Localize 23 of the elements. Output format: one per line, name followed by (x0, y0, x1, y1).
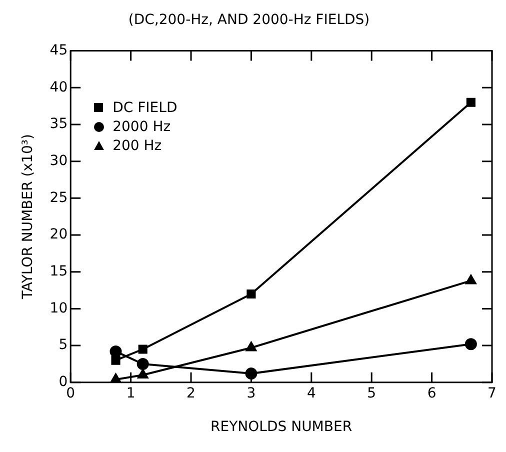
y-tick-label: 30 (50, 152, 68, 169)
x-tick-label: 3 (246, 385, 256, 402)
x-tick-label: 2 (186, 385, 196, 402)
y-tick-label: 5 (58, 337, 68, 354)
y-axis-title: TAYLOR NUMBER (x10³) (20, 134, 36, 300)
y-tick-label: 40 (50, 79, 68, 96)
x-tick-label: 6 (427, 385, 436, 402)
chart-title: (DC,200-Hz, AND 2000-Hz FIELDS) (128, 12, 370, 28)
legend-label: 200 Hz (112, 138, 162, 154)
y-tick-label: 25 (50, 190, 68, 206)
x-tick-label: 1 (126, 385, 136, 402)
y-tick-label: 0 (58, 374, 68, 390)
x-tick-label: 7 (488, 385, 496, 402)
y-tick-label: 20 (50, 226, 68, 243)
x-axis-title: REYNOLDS NUMBER (210, 419, 352, 436)
x-tick-label: 4 (306, 385, 316, 402)
y-tick-label: 10 (50, 300, 68, 316)
legend-label: DC FIELD (112, 100, 178, 116)
y-tick-label: 35 (50, 116, 68, 132)
y-tick-label: 45 (50, 42, 68, 58)
y-tick-label: 15 (50, 264, 68, 280)
x-tick-label: 5 (367, 385, 376, 402)
legend-label: 2000 Hz (112, 119, 171, 136)
